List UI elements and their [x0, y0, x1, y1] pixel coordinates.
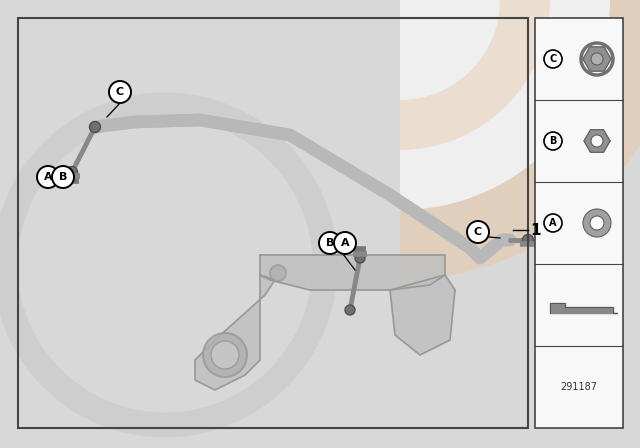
Text: A: A [44, 172, 52, 182]
Polygon shape [583, 47, 611, 71]
Circle shape [345, 305, 355, 315]
Circle shape [109, 81, 131, 103]
Polygon shape [195, 275, 275, 390]
Circle shape [334, 232, 356, 254]
Polygon shape [584, 130, 610, 152]
Circle shape [467, 221, 489, 243]
Circle shape [583, 209, 611, 237]
Polygon shape [550, 303, 617, 313]
Circle shape [319, 232, 341, 254]
Circle shape [544, 132, 562, 150]
Text: 1: 1 [530, 223, 541, 237]
Text: B: B [326, 238, 334, 248]
Text: B: B [549, 136, 557, 146]
Text: 291187: 291187 [561, 382, 598, 392]
Wedge shape [400, 0, 550, 150]
Wedge shape [400, 0, 500, 100]
Wedge shape [400, 0, 640, 280]
Circle shape [211, 341, 239, 369]
Text: C: C [549, 54, 557, 64]
Circle shape [52, 166, 74, 188]
Circle shape [544, 214, 562, 232]
Circle shape [544, 50, 562, 68]
Circle shape [591, 53, 603, 65]
Circle shape [67, 167, 77, 177]
Circle shape [270, 265, 286, 281]
Text: C: C [474, 227, 482, 237]
Text: B: B [59, 172, 67, 182]
Text: C: C [116, 87, 124, 97]
Text: A: A [549, 218, 557, 228]
Wedge shape [400, 0, 610, 210]
Circle shape [90, 121, 100, 133]
Polygon shape [260, 255, 445, 290]
Text: A: A [340, 238, 349, 248]
Polygon shape [390, 275, 455, 355]
Circle shape [591, 135, 603, 147]
Circle shape [37, 166, 59, 188]
Circle shape [355, 253, 365, 263]
Circle shape [590, 216, 604, 230]
Circle shape [203, 333, 247, 377]
Circle shape [522, 234, 534, 246]
FancyBboxPatch shape [535, 18, 623, 428]
